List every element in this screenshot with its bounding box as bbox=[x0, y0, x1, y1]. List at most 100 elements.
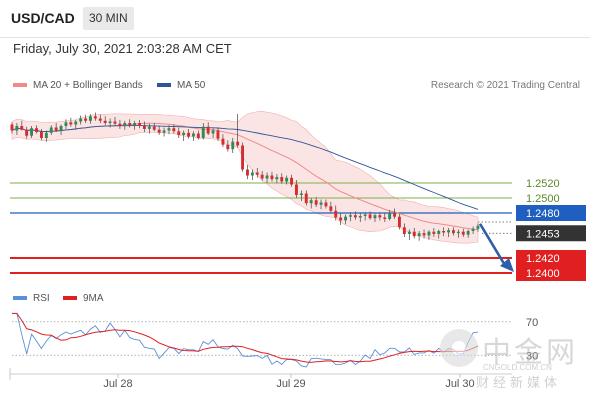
candle-body bbox=[456, 231, 460, 234]
candle-body bbox=[196, 133, 200, 138]
rsi-panel: 70 30 bbox=[12, 312, 538, 368]
rsi-level-label: 70 bbox=[526, 317, 538, 329]
candle-body bbox=[93, 116, 97, 119]
rsi-line bbox=[12, 312, 479, 368]
price-label-box bbox=[516, 205, 586, 221]
candle-body bbox=[98, 118, 102, 121]
candle-body bbox=[290, 177, 293, 185]
price-label-box bbox=[516, 250, 586, 266]
candle-body bbox=[44, 132, 48, 138]
legend-label: MA 20 + Bollinger Bands bbox=[33, 80, 143, 91]
candle-body bbox=[241, 145, 244, 170]
candle-body bbox=[402, 227, 406, 234]
legend-swatch bbox=[157, 83, 171, 88]
candle-body bbox=[35, 128, 38, 132]
x-axis: Jul 28 Jul 29 Jul 30 bbox=[9, 368, 512, 390]
rsi-ma-line bbox=[12, 312, 479, 363]
candle-body bbox=[309, 200, 313, 204]
candle-body bbox=[211, 130, 215, 134]
candle-body bbox=[172, 128, 176, 132]
candle-body bbox=[147, 126, 151, 129]
candle-body bbox=[59, 126, 63, 131]
candle-body bbox=[280, 177, 284, 182]
candle-body bbox=[368, 214, 372, 219]
price-level-labels: 1.2520 1.2500 1.2480 1.2453 1.2420 1.2400 bbox=[516, 178, 586, 281]
watermark-brand: 中金网 bbox=[482, 335, 579, 369]
candle-body bbox=[118, 123, 122, 126]
candle-body bbox=[437, 231, 441, 234]
legend-swatch bbox=[13, 296, 27, 301]
candle-body bbox=[314, 200, 318, 205]
candle-body bbox=[476, 225, 480, 229]
candle-body bbox=[103, 120, 107, 123]
candle-body bbox=[388, 213, 392, 219]
candle-body bbox=[182, 132, 186, 135]
candle-body bbox=[270, 175, 274, 180]
price-label-1.2420: 1.2420 bbox=[526, 253, 560, 265]
candle-body bbox=[378, 215, 382, 218]
candle-body bbox=[398, 216, 401, 228]
forecast-arrow-head bbox=[500, 258, 514, 272]
price-levels bbox=[10, 182, 512, 274]
candle-body bbox=[236, 141, 240, 146]
timeframe-button[interactable]: 30 MIN bbox=[83, 7, 134, 30]
candle-body bbox=[113, 121, 117, 124]
candle-body bbox=[466, 231, 470, 235]
candle-body bbox=[442, 231, 446, 233]
candle-body bbox=[64, 122, 68, 126]
candle-body bbox=[432, 231, 436, 234]
x-tick-label: Jul 28 bbox=[103, 378, 132, 390]
candle-body bbox=[250, 172, 254, 176]
candle-body bbox=[231, 141, 235, 150]
candle-body bbox=[108, 121, 112, 123]
candle-body bbox=[162, 130, 166, 133]
candle-body bbox=[89, 116, 92, 121]
x-tick-label: Jul 30 bbox=[445, 378, 474, 390]
candle-body bbox=[167, 128, 171, 131]
candle-body bbox=[226, 144, 230, 150]
rsi-level-label: 30 bbox=[526, 350, 538, 362]
candle-body bbox=[143, 126, 146, 129]
legend-label: 9MA bbox=[83, 293, 104, 304]
candle-body bbox=[221, 138, 225, 145]
legend-label: RSI bbox=[33, 293, 50, 304]
ma50-line bbox=[11, 125, 479, 210]
candle-body bbox=[123, 123, 127, 126]
legend-item-rsi: RSI bbox=[13, 293, 50, 304]
candle-body bbox=[299, 193, 303, 195]
candle-body bbox=[157, 129, 161, 133]
candle-body bbox=[407, 231, 411, 234]
candle-body bbox=[30, 128, 33, 136]
symbol-label: USD/CAD bbox=[11, 10, 75, 26]
candle-body bbox=[339, 217, 343, 221]
candle-body bbox=[393, 213, 396, 217]
candle-body bbox=[255, 172, 259, 175]
candle-body bbox=[383, 217, 387, 219]
candle-body bbox=[417, 233, 421, 237]
candle-body bbox=[20, 126, 24, 130]
price-label-box bbox=[516, 225, 586, 242]
watermark-domain: CNGOLD.COM.CN bbox=[483, 363, 552, 372]
candles bbox=[10, 112, 480, 241]
price-label-1.2500: 1.2500 bbox=[526, 193, 560, 205]
candle-body bbox=[201, 126, 205, 138]
candle-body bbox=[138, 123, 141, 126]
legend-item-9ma: 9MA bbox=[63, 293, 104, 304]
forecast-arrow bbox=[478, 223, 514, 272]
candle-body bbox=[344, 216, 347, 221]
candle-body bbox=[40, 132, 43, 138]
legend-swatch bbox=[63, 296, 77, 301]
candle-body bbox=[471, 228, 475, 231]
moving-averages bbox=[11, 122, 479, 231]
legend-swatch bbox=[13, 83, 27, 88]
candle-body bbox=[353, 215, 357, 218]
candle-body bbox=[192, 133, 195, 137]
candle-body bbox=[358, 216, 362, 218]
candle-body bbox=[128, 123, 132, 126]
price-label-1.2480: 1.2480 bbox=[526, 208, 560, 220]
candle-body bbox=[461, 231, 465, 235]
candle-body bbox=[329, 206, 333, 211]
candle-body bbox=[304, 193, 308, 204]
price-label-1.2453: 1.2453 bbox=[526, 228, 560, 240]
